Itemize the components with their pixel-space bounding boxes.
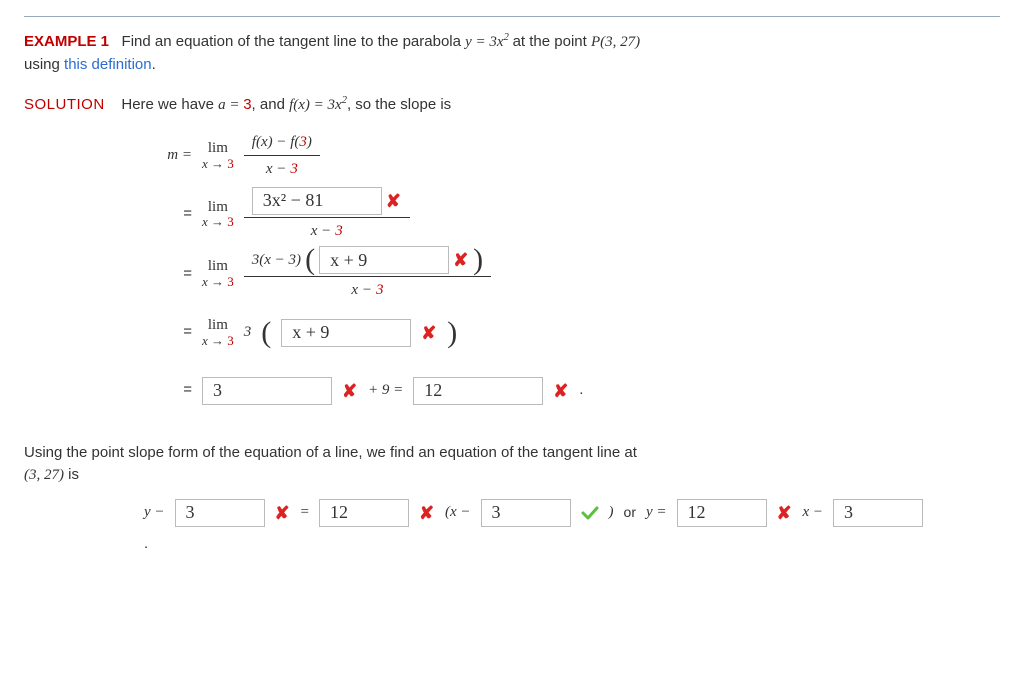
- fraction: 3(x − 3)( x + 9 ✘ ) x − 3: [244, 244, 491, 304]
- answer-input-row2[interactable]: 3x² − 81: [252, 187, 382, 215]
- limit-notation: lim x → 3: [202, 259, 234, 288]
- problem-text-post: using: [24, 56, 64, 73]
- derivation-row-3: = lim x → 3 3(x − 3)( x + 9 ✘ ) x − 3: [144, 244, 1000, 304]
- solution-label: SOLUTION: [24, 96, 105, 113]
- wrong-icon: ✘: [275, 505, 291, 521]
- problem-text-mid: at the point: [513, 33, 591, 50]
- wrong-icon: ✘: [553, 383, 569, 399]
- example-label: EXAMPLE 1: [24, 33, 109, 50]
- example-statement: EXAMPLE 1 Find an equation of the tangen…: [24, 31, 1000, 76]
- wrong-icon: ✘: [421, 325, 437, 341]
- answer-input-row5b[interactable]: 12: [413, 377, 543, 405]
- final-input-2[interactable]: 12: [319, 499, 409, 527]
- correct-icon: [581, 505, 599, 521]
- answer-input-row4[interactable]: x + 9: [281, 319, 411, 347]
- limit-notation: lim x → 3: [202, 318, 234, 347]
- top-divider: [24, 16, 1000, 17]
- limit-notation: lim x → 3: [202, 141, 234, 170]
- answer-input-row5a[interactable]: 3: [202, 377, 332, 405]
- final-period: .: [144, 533, 1000, 556]
- final-input-3[interactable]: 3: [481, 499, 571, 527]
- wrong-icon: ✘: [386, 193, 402, 209]
- derivation-row-5: = 3 ✘ + 9 = 12 ✘ .: [144, 362, 1000, 420]
- row1-lead: m =: [144, 144, 192, 167]
- final-equation-row: y − 3 ✘ = 12 ✘ (x − 3 ) or y = 12 ✘ x − …: [144, 499, 1000, 527]
- final-input-5[interactable]: 3: [833, 499, 923, 527]
- wrong-icon: ✘: [419, 505, 435, 521]
- fraction: 3x² − 81 ✘ x − 3: [244, 185, 410, 245]
- wrong-icon: ✘: [453, 252, 469, 268]
- limit-notation: lim x → 3: [202, 200, 234, 229]
- problem-point: P(3, 27): [591, 34, 640, 50]
- problem-equation: y = 3x2: [465, 34, 512, 50]
- derivation-row-2: = lim x → 3 3x² − 81 ✘ x − 3: [144, 185, 1000, 245]
- wrong-icon: ✘: [777, 505, 793, 521]
- derivation-row-4: = lim x → 3 3( x + 9 ✘ ): [144, 304, 1000, 362]
- point-slope-text: Using the point slope form of the equati…: [24, 442, 1000, 487]
- problem-text-pre: Find an equation of the tangent line to …: [122, 33, 466, 50]
- definition-link[interactable]: this definition: [64, 56, 152, 73]
- answer-input-row3[interactable]: x + 9: [319, 246, 449, 274]
- derivation-row-1: m = lim x → 3 f(x) − f(3) x − 3: [144, 127, 1000, 185]
- solution-intro: SOLUTION Here we have a = 3, and f(x) = …: [24, 94, 1000, 117]
- final-input-1[interactable]: 3: [175, 499, 265, 527]
- final-input-4[interactable]: 12: [677, 499, 767, 527]
- wrong-icon: ✘: [342, 383, 358, 399]
- derivation-block: m = lim x → 3 f(x) − f(3) x − 3 = lim x …: [144, 127, 1000, 420]
- fraction: f(x) − f(3) x − 3: [244, 129, 320, 183]
